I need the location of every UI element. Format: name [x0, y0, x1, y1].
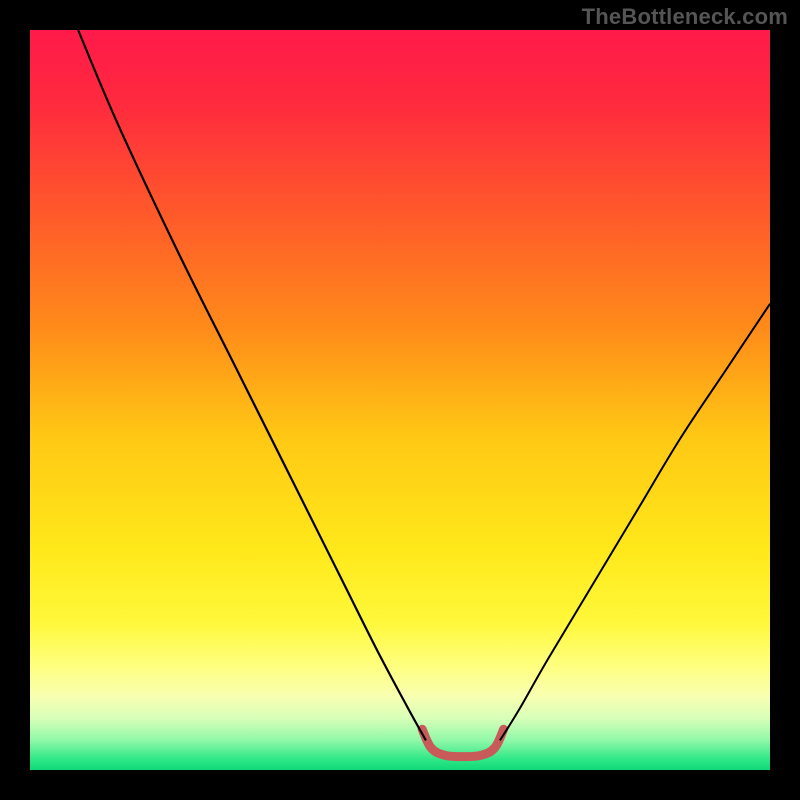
curve-right-arm — [500, 304, 770, 741]
watermark-text: TheBottleneck.com — [582, 4, 788, 30]
trough-highlight — [422, 729, 503, 756]
chart-container: TheBottleneck.com — [0, 0, 800, 800]
curve-left-arm — [78, 30, 426, 740]
curve-layer — [30, 30, 770, 770]
plot-area — [30, 30, 770, 770]
